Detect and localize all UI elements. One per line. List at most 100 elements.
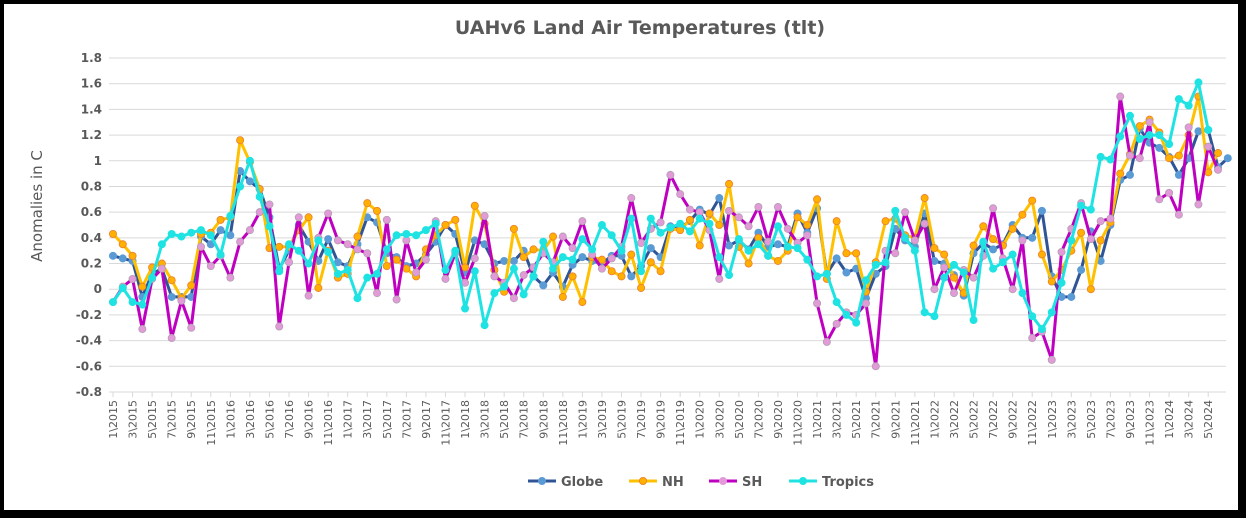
data-point[interactable] xyxy=(236,182,245,191)
data-point[interactable] xyxy=(275,267,284,276)
data-point[interactable] xyxy=(500,256,509,265)
data-point[interactable] xyxy=(637,267,646,276)
data-point[interactable] xyxy=(187,323,196,332)
data-point[interactable] xyxy=(754,240,763,249)
data-point[interactable] xyxy=(509,256,518,265)
data-point[interactable] xyxy=(881,258,890,267)
data-point[interactable] xyxy=(1116,169,1125,178)
data-point[interactable] xyxy=(1165,140,1174,149)
data-point[interactable] xyxy=(157,264,166,273)
data-point[interactable] xyxy=(901,208,910,217)
data-point[interactable] xyxy=(470,267,479,276)
data-point[interactable] xyxy=(969,316,978,325)
data-point[interactable] xyxy=(891,249,900,258)
data-point[interactable] xyxy=(118,254,127,263)
data-point[interactable] xyxy=(343,240,352,249)
data-point[interactable] xyxy=(353,232,362,241)
data-point[interactable] xyxy=(490,289,499,298)
data-point[interactable] xyxy=(666,170,675,179)
data-point[interactable] xyxy=(930,312,939,321)
data-point[interactable] xyxy=(989,245,998,254)
data-point[interactable] xyxy=(969,273,978,282)
data-point[interactable] xyxy=(597,255,606,264)
data-point[interactable] xyxy=(529,272,538,281)
data-point[interactable] xyxy=(695,214,704,223)
data-point[interactable] xyxy=(725,271,734,280)
data-point[interactable] xyxy=(1155,131,1164,140)
data-point[interactable] xyxy=(558,253,567,262)
data-point[interactable] xyxy=(167,229,176,238)
data-point[interactable] xyxy=(1204,125,1213,134)
data-point[interactable] xyxy=(109,229,118,238)
data-point[interactable] xyxy=(930,244,939,253)
data-point[interactable] xyxy=(1037,250,1046,259)
data-point[interactable] xyxy=(363,273,372,282)
legend-item-tropics[interactable]: Tropics xyxy=(789,475,874,490)
data-point[interactable] xyxy=(109,251,118,260)
data-point[interactable] xyxy=(1018,210,1027,219)
data-point[interactable] xyxy=(148,273,157,282)
data-point[interactable] xyxy=(578,253,587,262)
data-point[interactable] xyxy=(470,201,479,210)
data-point[interactable] xyxy=(549,264,558,273)
data-point[interactable] xyxy=(1047,277,1056,286)
data-point[interactable] xyxy=(1008,285,1017,294)
data-point[interactable] xyxy=(255,192,264,201)
data-point[interactable] xyxy=(1174,170,1183,179)
data-point[interactable] xyxy=(725,241,734,250)
data-point[interactable] xyxy=(118,240,127,249)
data-point[interactable] xyxy=(646,244,655,253)
data-point[interactable] xyxy=(314,283,323,292)
data-point[interactable] xyxy=(1214,149,1223,158)
data-point[interactable] xyxy=(226,231,235,240)
data-point[interactable] xyxy=(783,242,792,251)
data-point[interactable] xyxy=(1018,236,1027,245)
data-point[interactable] xyxy=(861,299,870,308)
data-point[interactable] xyxy=(568,244,577,253)
data-point[interactable] xyxy=(382,245,391,254)
data-point[interactable] xyxy=(1194,127,1203,136)
data-point[interactable] xyxy=(597,220,606,229)
data-point[interactable] xyxy=(167,334,176,343)
data-point[interactable] xyxy=(656,267,665,276)
data-point[interactable] xyxy=(1077,201,1086,210)
data-point[interactable] xyxy=(1008,250,1017,259)
data-point[interactable] xyxy=(206,262,215,271)
data-point[interactable] xyxy=(901,233,910,242)
data-point[interactable] xyxy=(979,222,988,231)
data-point[interactable] xyxy=(832,298,841,307)
data-point[interactable] xyxy=(1165,188,1174,197)
data-point[interactable] xyxy=(773,222,782,231)
data-point[interactable] xyxy=(509,224,518,233)
data-point[interactable] xyxy=(392,231,401,240)
data-point[interactable] xyxy=(509,294,518,303)
data-point[interactable] xyxy=(637,238,646,247)
data-point[interactable] xyxy=(910,246,919,255)
data-point[interactable] xyxy=(421,255,430,264)
data-point[interactable] xyxy=(861,276,870,285)
data-point[interactable] xyxy=(852,318,861,327)
data-point[interactable] xyxy=(177,296,186,305)
data-point[interactable] xyxy=(578,235,587,244)
data-point[interactable] xyxy=(597,264,606,273)
data-point[interactable] xyxy=(578,298,587,307)
data-point[interactable] xyxy=(216,250,225,259)
data-point[interactable] xyxy=(725,206,734,215)
data-point[interactable] xyxy=(705,209,714,218)
data-point[interactable] xyxy=(216,226,225,235)
data-point[interactable] xyxy=(783,224,792,233)
data-point[interactable] xyxy=(500,282,509,291)
data-point[interactable] xyxy=(1086,285,1095,294)
data-point[interactable] xyxy=(607,254,616,263)
data-point[interactable] xyxy=(392,295,401,304)
data-point[interactable] xyxy=(1125,170,1134,179)
data-point[interactable] xyxy=(138,282,147,291)
data-point[interactable] xyxy=(412,231,421,240)
data-point[interactable] xyxy=(959,268,968,277)
data-point[interactable] xyxy=(451,215,460,224)
data-point[interactable] xyxy=(1067,292,1076,301)
data-point[interactable] xyxy=(852,249,861,258)
data-point[interactable] xyxy=(773,203,782,212)
data-point[interactable] xyxy=(480,321,489,330)
data-point[interactable] xyxy=(979,237,988,246)
